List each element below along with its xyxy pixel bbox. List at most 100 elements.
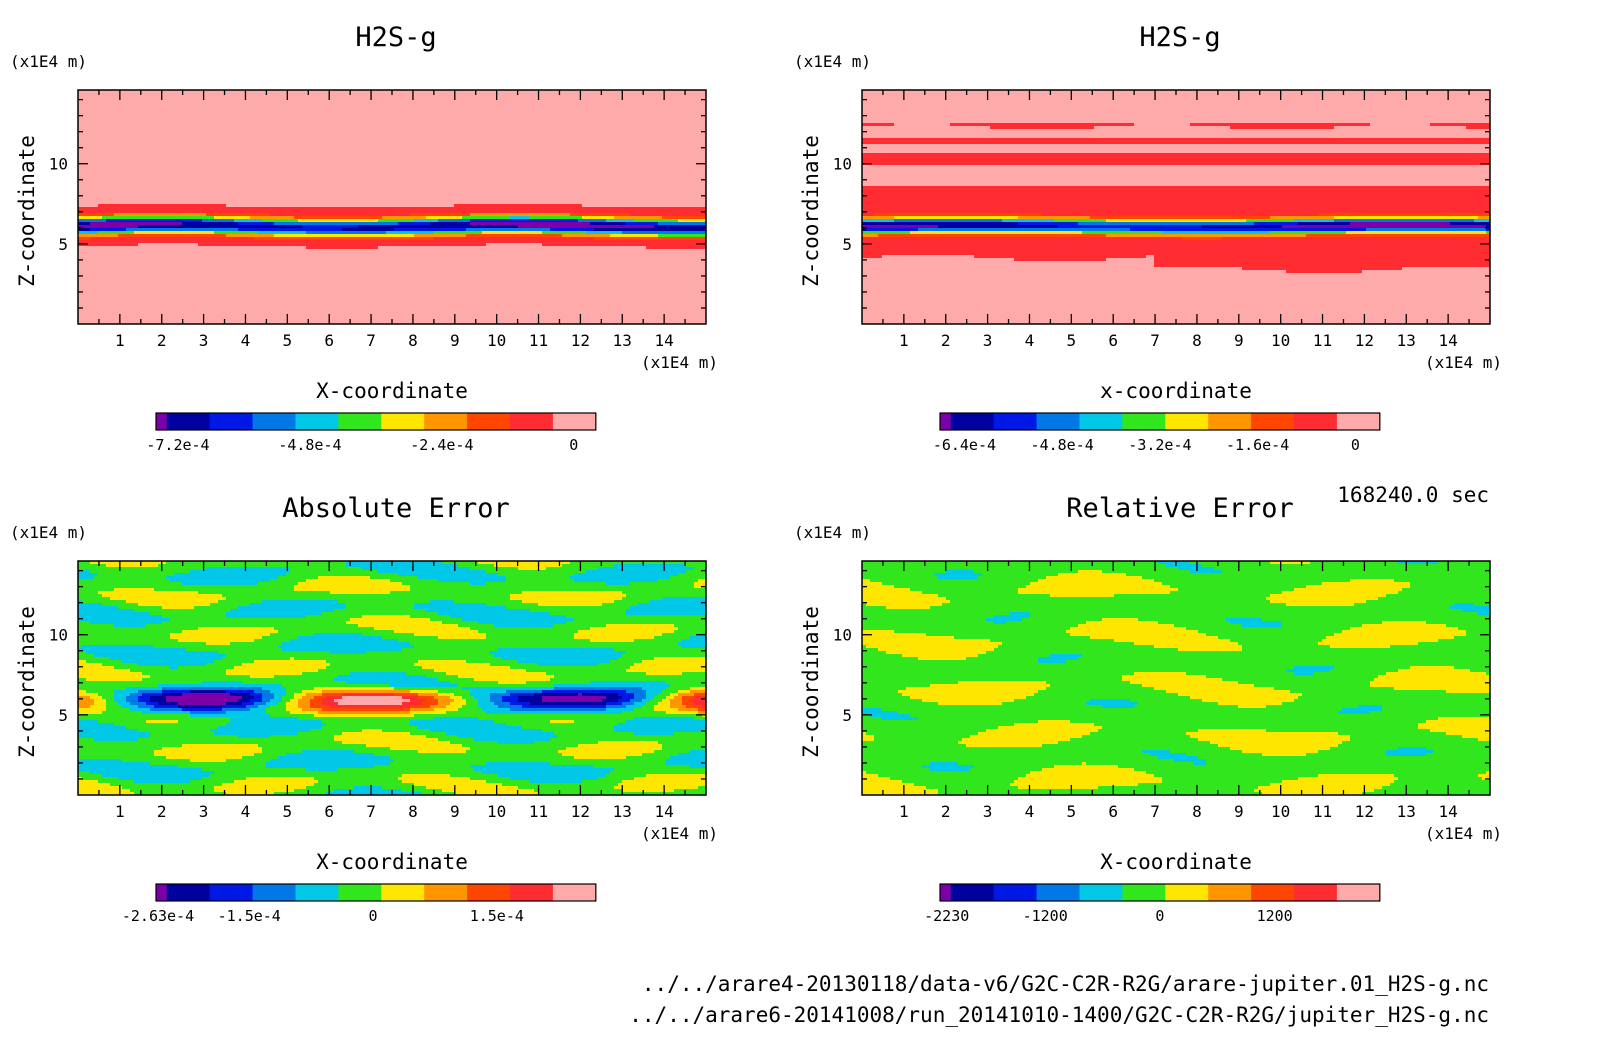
- heatmap-cell: [558, 102, 562, 105]
- heatmap-cell: [234, 93, 238, 96]
- heatmap-cell: [562, 126, 566, 129]
- heatmap-cell: [82, 102, 86, 105]
- heatmap-cell: [134, 105, 138, 108]
- heatmap-cell: [346, 120, 350, 123]
- heatmap-cell: [486, 117, 490, 120]
- heatmap-cell: [166, 111, 170, 114]
- heatmap-cell: [662, 126, 666, 129]
- heatmap-cell: [422, 93, 426, 96]
- heatmap-cell: [694, 102, 698, 105]
- heatmap-cell: [590, 114, 594, 117]
- heatmap-cell: [362, 123, 366, 126]
- heatmap-cell: [390, 120, 394, 123]
- heatmap-cell: [322, 108, 326, 111]
- heatmap-cell: [438, 126, 442, 129]
- heatmap-cell: [694, 111, 698, 114]
- heatmap-cell: [338, 102, 342, 105]
- heatmap-cell: [298, 111, 302, 114]
- heatmap-cell: [406, 111, 410, 114]
- heatmap-cell: [190, 120, 194, 123]
- heatmap-cell: [106, 129, 110, 132]
- heatmap-cell: [430, 111, 434, 114]
- heatmap-cell: [210, 105, 214, 108]
- heatmap-cell: [494, 111, 498, 114]
- heatmap-cell: [286, 129, 290, 132]
- heatmap-cell: [522, 123, 526, 126]
- heatmap-cell: [130, 132, 134, 135]
- heatmap-cell: [166, 93, 170, 96]
- heatmap-cell: [194, 99, 198, 102]
- heatmap-cell: [326, 105, 330, 108]
- heatmap-cell: [154, 117, 158, 120]
- heatmap-cell: [374, 108, 378, 111]
- heatmap-cell: [430, 99, 434, 102]
- heatmap-cell: [262, 93, 266, 96]
- heatmap-cell: [438, 102, 442, 105]
- heatmap-cell: [618, 126, 622, 129]
- heatmap-cell: [354, 126, 358, 129]
- heatmap-cell: [354, 117, 358, 120]
- heatmap-cell: [686, 105, 690, 108]
- heatmap-cell: [178, 126, 182, 129]
- heatmap-cell: [178, 114, 182, 117]
- heatmap-cell: [506, 120, 510, 123]
- heatmap-cell: [590, 126, 594, 129]
- heatmap-cell: [482, 111, 486, 114]
- heatmap-cell: [510, 117, 514, 120]
- heatmap-cell: [634, 117, 638, 120]
- heatmap-cell: [382, 117, 386, 120]
- heatmap-cell: [250, 126, 254, 129]
- heatmap-cell: [222, 132, 226, 135]
- heatmap-cell: [306, 111, 310, 114]
- heatmap-cell: [182, 132, 186, 135]
- heatmap-cell: [474, 114, 478, 117]
- heatmap-cell: [634, 108, 638, 111]
- heatmap-cell: [134, 111, 138, 114]
- heatmap-cell: [322, 102, 326, 105]
- heatmap-cell: [354, 129, 358, 132]
- heatmap-cell: [194, 114, 198, 117]
- chart-title: H2S-g: [355, 22, 436, 53]
- heatmap-cell: [526, 123, 530, 126]
- heatmap-cell: [122, 129, 126, 132]
- heatmap-cell: [646, 129, 650, 132]
- heatmap-cell: [386, 114, 390, 117]
- heatmap-cell: [274, 114, 278, 117]
- heatmap-cell: [274, 132, 278, 135]
- heatmap-cell: [646, 93, 650, 96]
- heatmap-cell: [606, 120, 610, 123]
- heatmap-cell: [346, 114, 350, 117]
- heatmap-cell: [522, 117, 526, 120]
- heatmap-cell: [550, 108, 554, 111]
- heatmap-cell: [434, 117, 438, 120]
- heatmap-cell: [686, 126, 690, 129]
- heatmap-cell: [594, 102, 598, 105]
- heatmap-cell: [278, 129, 282, 132]
- heatmap-cell: [198, 99, 202, 102]
- heatmap-cell: [510, 99, 514, 102]
- heatmap-cell: [218, 111, 222, 114]
- heatmap-cell: [174, 102, 178, 105]
- heatmap-cell: [558, 123, 562, 126]
- heatmap-cell: [266, 117, 270, 120]
- heatmap-cell: [94, 114, 98, 117]
- heatmap-cell: [338, 111, 342, 114]
- heatmap-cell: [350, 102, 354, 105]
- heatmap-cell: [546, 126, 550, 129]
- heatmap-cell: [398, 126, 402, 129]
- heatmap-cell: [478, 114, 482, 117]
- heatmap-cell: [510, 120, 514, 123]
- heatmap-cell: [506, 123, 510, 126]
- heatmap-cell: [258, 99, 262, 102]
- heatmap-cell: [590, 129, 594, 132]
- heatmap-cell: [490, 123, 494, 126]
- heatmap-cell: [550, 99, 554, 102]
- heatmap-cell: [266, 132, 270, 135]
- heatmap-cell: [362, 99, 366, 102]
- heatmap-cell: [186, 105, 190, 108]
- heatmap-cell: [106, 126, 110, 129]
- heatmap-cell: [642, 123, 646, 126]
- heatmap-cell: [650, 99, 654, 102]
- heatmap-cell: [346, 111, 350, 114]
- heatmap-cell: [514, 117, 518, 120]
